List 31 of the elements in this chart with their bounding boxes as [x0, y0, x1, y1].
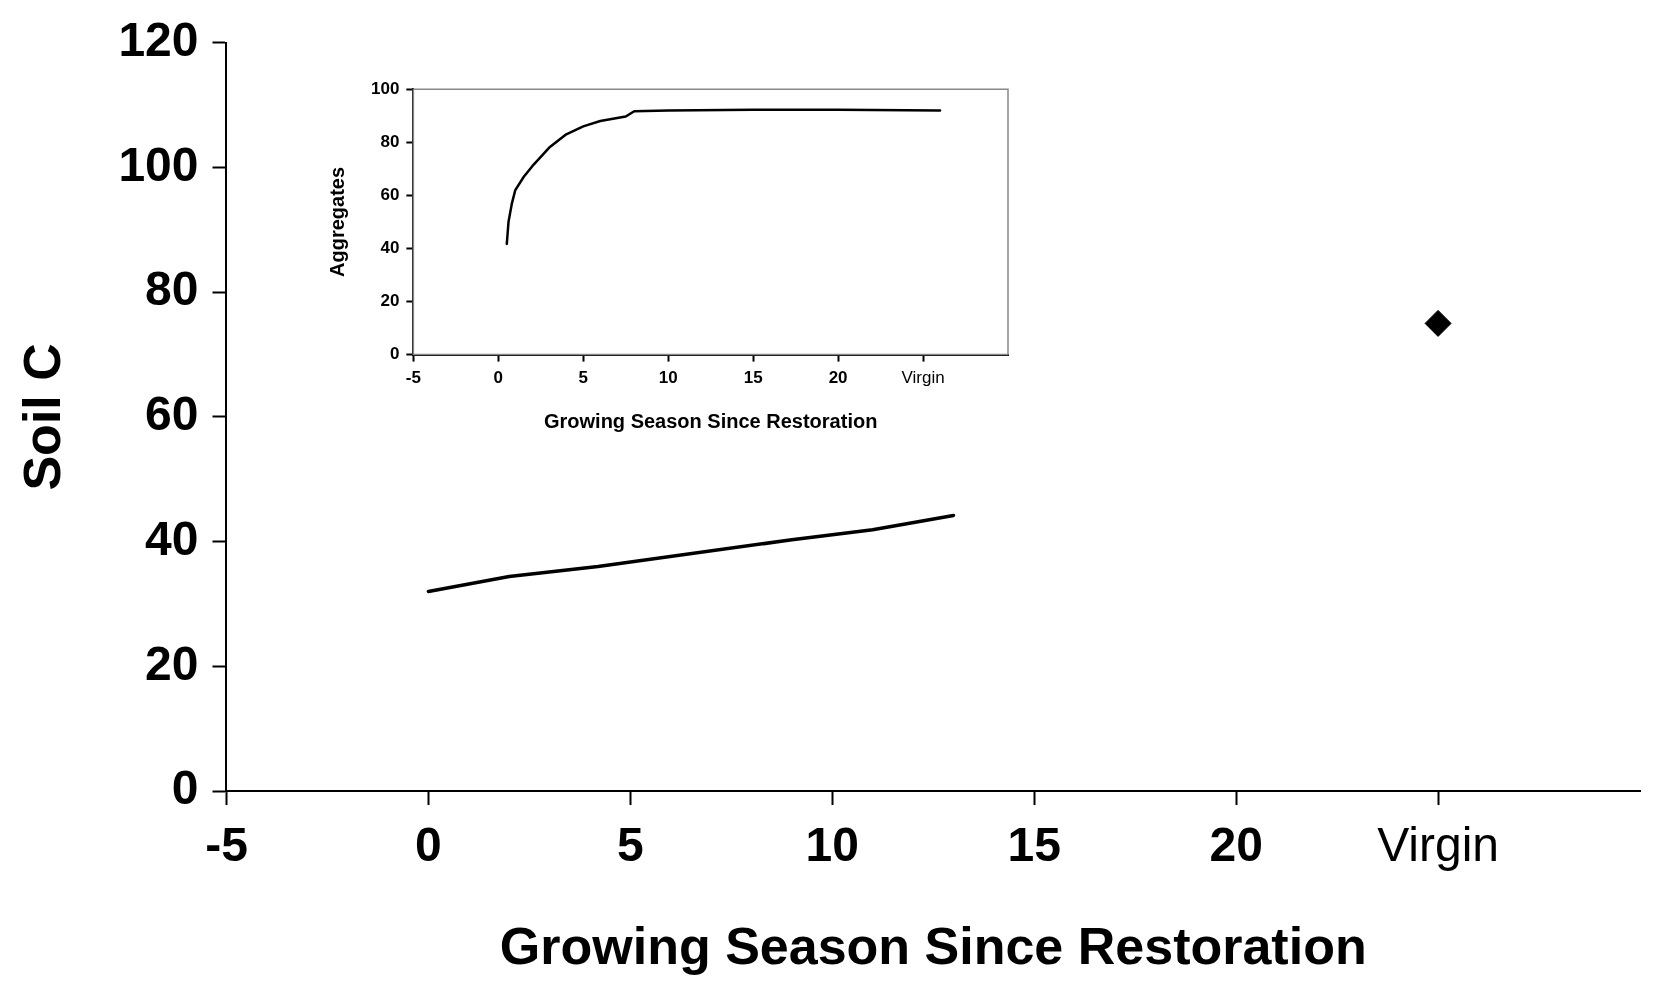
x-tick-label: Virgin [1377, 818, 1499, 872]
x-tick-label: 5 [617, 818, 644, 872]
y-tick-label: 0 [171, 761, 199, 815]
y-tick-label: 80 [145, 262, 199, 316]
y-tick-label: 0 [389, 344, 400, 364]
x-tick-label: -5 [405, 368, 421, 388]
x-tick-label: 20 [1209, 818, 1263, 872]
x-axis-title: Growing Season Since Restoration [543, 409, 878, 432]
y-tick-label: 20 [145, 636, 199, 690]
x-axis-title: Growing Season Since Restoration [499, 917, 1367, 976]
x-tick-label: 5 [578, 368, 588, 388]
y-tick-label: 20 [380, 291, 400, 311]
y-tick-label: 100 [118, 137, 199, 191]
x-tick-label: 0 [415, 818, 442, 872]
y-axis-title: Aggregates [325, 166, 348, 277]
x-tick-label: 15 [1007, 818, 1061, 872]
x-tick-label: 10 [805, 818, 859, 872]
y-tick-label: 100 [370, 78, 400, 98]
x-tick-label: Virgin [901, 368, 945, 388]
y-tick-label: 120 [118, 13, 199, 67]
x-tick-label: 0 [493, 368, 504, 388]
y-tick-label: 60 [380, 185, 400, 205]
y-axis-title: Soil C [12, 343, 71, 491]
y-tick-label: 40 [145, 511, 199, 565]
x-tick-label: -5 [205, 818, 248, 872]
y-tick-label: 60 [145, 387, 199, 441]
x-tick-label: 15 [743, 368, 763, 388]
y-tick-label: 80 [380, 131, 400, 151]
x-tick-label: 10 [658, 368, 678, 388]
x-tick-label: 20 [828, 368, 848, 388]
y-tick-label: 40 [380, 238, 400, 258]
